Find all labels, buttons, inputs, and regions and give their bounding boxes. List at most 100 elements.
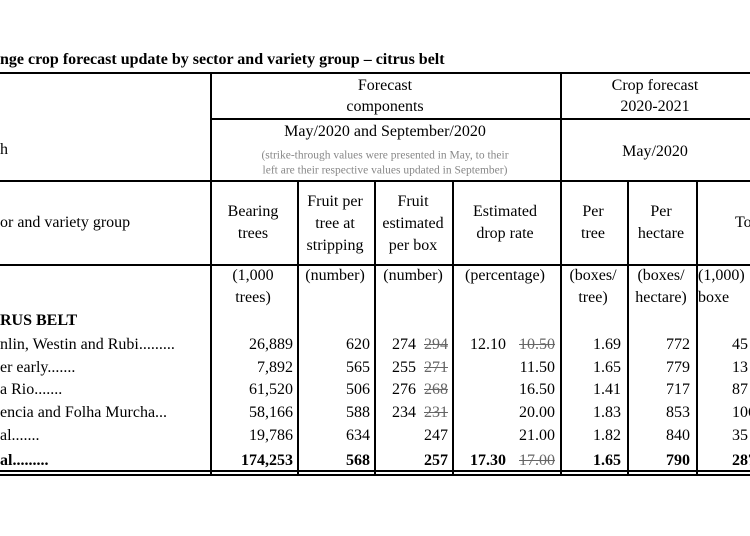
cell: 506 [346,381,370,398]
cell: 1.83 [593,404,621,421]
column-header: per box [388,237,438,254]
row-label: a Rio....... [0,381,63,398]
unit: (boxes/ [637,267,685,284]
cell: 779 [666,359,690,376]
cell: 1.69 [593,336,621,353]
cell: 11.50 [519,359,555,376]
row-label: encia and Folha Murcha... [0,404,168,421]
cell: 1.82 [593,427,621,444]
unit: (number) [305,267,365,284]
group-header: components [346,98,424,115]
unit: (boxes/ [569,267,617,284]
stub: or and variety group [0,214,131,231]
column-header: stripping [306,237,364,254]
unit: tree) [578,289,608,306]
cell: 276 [392,381,416,398]
unit: (1,000) [698,267,745,284]
note: (strike-through values were presented in… [261,149,509,162]
cell: 247 [424,427,448,444]
column-header: Estimated [473,203,537,220]
cell: 287 [732,452,750,469]
column-header: Bearing [227,203,279,220]
column-rule [297,180,299,475]
struck-cell: 268 [424,381,448,398]
cell: 274 [392,336,416,353]
cell: 565 [346,359,370,376]
cell: 1.65 [593,452,621,469]
cell: 26,889 [249,336,293,353]
column-header: tree at [315,215,355,232]
column-header: trees [237,225,269,242]
cell: 7,892 [257,359,293,376]
cell: 87 [732,381,748,398]
column-rule [210,72,212,475]
column-rule [452,180,454,475]
unit: (percentage) [465,267,545,284]
cell: 19,786 [249,427,293,444]
cell: 620 [346,336,370,353]
cell: 45 [732,336,748,353]
cell: 717 [666,381,690,398]
period: May/2020 and September/2020 [284,123,486,140]
row-label: al....... [0,427,40,444]
row-label: al......... [0,452,49,469]
unit: trees) [235,289,271,306]
cell: 17.30 [470,452,506,469]
cell: 12.10 [470,336,506,353]
group-header: Crop forecast [611,77,699,94]
column-header: Tota [735,214,750,231]
cell: 1.41 [593,381,621,398]
cell: 255 [392,359,416,376]
column-rule [627,180,629,475]
group-header: 2020-2021 [620,98,690,115]
column-header: tree [581,225,605,242]
column-header: hectare [637,225,685,242]
cell: 588 [346,404,370,421]
rule [0,72,750,74]
row-label: er early....... [0,359,76,376]
unit: (1,000 [232,267,274,284]
struck-cell: 271 [424,359,448,376]
cell: 21.00 [519,427,555,444]
cell: 16.50 [519,381,555,398]
cell: 234 [392,404,416,421]
row-label: nlin, Westin and Rubi......... [0,336,175,353]
cell: 35 [732,427,748,444]
column-header: Per [582,203,604,220]
column-header: Fruit per [307,193,363,210]
cell: 1.65 [593,359,621,376]
note: left are their respective values updated… [262,164,508,177]
cell: 568 [346,452,370,469]
cell: 174,253 [241,452,293,469]
cell: 853 [666,404,690,421]
period: May/2020 [622,143,688,160]
cell: 106 [732,404,750,421]
column-rule [560,72,562,475]
struck-cell: 294 [424,336,448,353]
section: RUS BELT [0,312,78,329]
unit: hectare) [635,289,687,306]
cell: 257 [424,452,448,469]
column-header: Fruit [397,193,429,210]
cell: 58,166 [249,404,293,421]
unit: (number) [383,267,443,284]
title: nge crop forecast update by sector and v… [0,51,445,68]
unit: boxe [698,289,730,306]
column-rule [374,180,376,475]
rule [210,118,750,120]
stub: h [0,141,8,158]
column-header: estimated [382,215,444,232]
cell: 61,520 [249,381,293,398]
cell: 634 [346,427,370,444]
cell: 840 [666,427,690,444]
cell: 20.00 [519,404,555,421]
column-header: drop rate [476,225,534,242]
column-header: Per [650,203,672,220]
struck-cell: 231 [424,404,448,421]
struck-cell: 10.50 [519,336,555,353]
struck-cell: 17.00 [519,452,555,469]
cell: 772 [666,336,690,353]
cell: 13 [732,359,748,376]
cell: 790 [666,452,690,469]
